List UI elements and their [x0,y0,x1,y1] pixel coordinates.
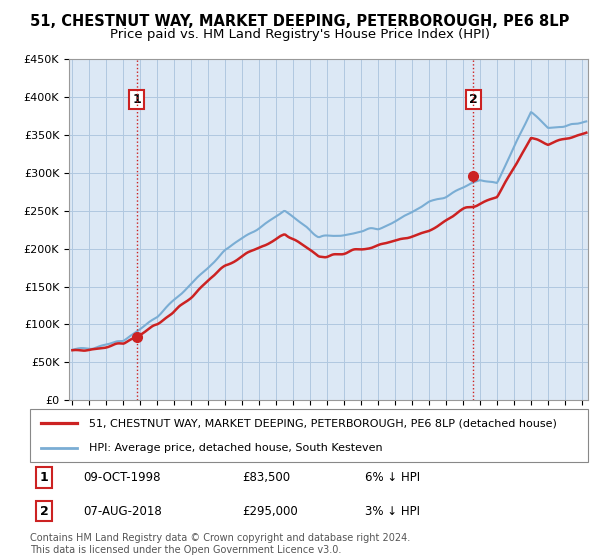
Text: 2: 2 [40,505,49,517]
Text: Price paid vs. HM Land Registry's House Price Index (HPI): Price paid vs. HM Land Registry's House … [110,28,490,41]
Text: 1: 1 [40,471,49,484]
Text: 09-OCT-1998: 09-OCT-1998 [83,471,161,484]
Text: 6% ↓ HPI: 6% ↓ HPI [365,471,420,484]
Text: 07-AUG-2018: 07-AUG-2018 [83,505,162,517]
Text: £295,000: £295,000 [242,505,298,517]
Text: 1: 1 [132,94,141,106]
Text: 3% ↓ HPI: 3% ↓ HPI [365,505,420,517]
FancyBboxPatch shape [30,409,588,462]
Text: 51, CHESTNUT WAY, MARKET DEEPING, PETERBOROUGH, PE6 8LP: 51, CHESTNUT WAY, MARKET DEEPING, PETERB… [31,14,569,29]
Text: HPI: Average price, detached house, South Kesteven: HPI: Average price, detached house, Sout… [89,442,382,452]
Text: 2: 2 [469,94,478,106]
Text: 51, CHESTNUT WAY, MARKET DEEPING, PETERBOROUGH, PE6 8LP (detached house): 51, CHESTNUT WAY, MARKET DEEPING, PETERB… [89,418,556,428]
Text: £83,500: £83,500 [242,471,290,484]
Text: Contains HM Land Registry data © Crown copyright and database right 2024.
This d: Contains HM Land Registry data © Crown c… [30,533,410,555]
